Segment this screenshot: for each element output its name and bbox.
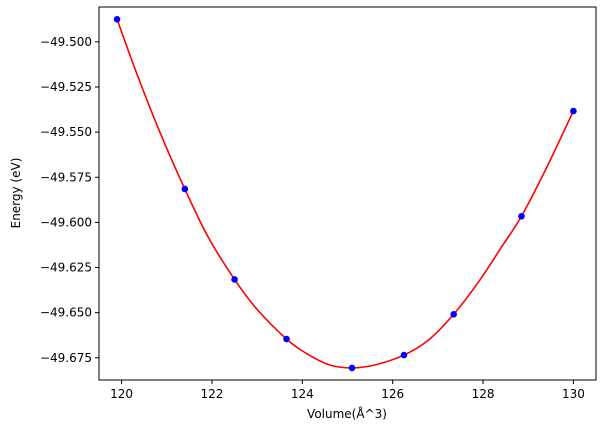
x-tick-label: 122 xyxy=(201,387,224,401)
data-point xyxy=(450,310,457,318)
x-tick-label: 128 xyxy=(472,387,495,401)
data-point xyxy=(181,185,189,193)
y-tick-label: −49.550 xyxy=(40,125,92,139)
y-axis-ticks: −49.675 −49.650 −49.625 −49.600 −49.575 −49.5… xyxy=(40,35,99,365)
y-axis-title: Energy (eV) xyxy=(9,158,23,229)
data-point xyxy=(348,364,356,372)
y-tick-label: −49.525 xyxy=(40,80,92,94)
x-tick-label: 130 xyxy=(562,387,585,401)
y-tick-label: −49.500 xyxy=(40,35,92,49)
plot-area xyxy=(113,15,577,372)
y-tick-label: −49.650 xyxy=(40,306,92,320)
x-tick-label: 124 xyxy=(291,387,314,401)
y-tick-label: −49.600 xyxy=(40,215,92,229)
x-tick-label: 126 xyxy=(381,387,404,401)
x-axis-title: Volume(Å^3) xyxy=(307,406,387,421)
fit-curve xyxy=(116,19,575,369)
y-tick-label: −49.575 xyxy=(40,170,92,184)
data-point xyxy=(113,15,121,23)
axes-frame xyxy=(98,6,597,381)
y-tick-label: −49.625 xyxy=(40,261,92,275)
data-point xyxy=(518,212,525,220)
x-tick-label: 120 xyxy=(110,387,133,401)
data-point xyxy=(400,351,408,359)
y-tick-label: −49.675 xyxy=(40,351,92,365)
x-axis-ticks: 120 122 124 126 128 130 xyxy=(110,380,585,401)
data-point xyxy=(231,276,238,283)
data-point xyxy=(570,107,577,115)
data-point xyxy=(283,335,290,343)
